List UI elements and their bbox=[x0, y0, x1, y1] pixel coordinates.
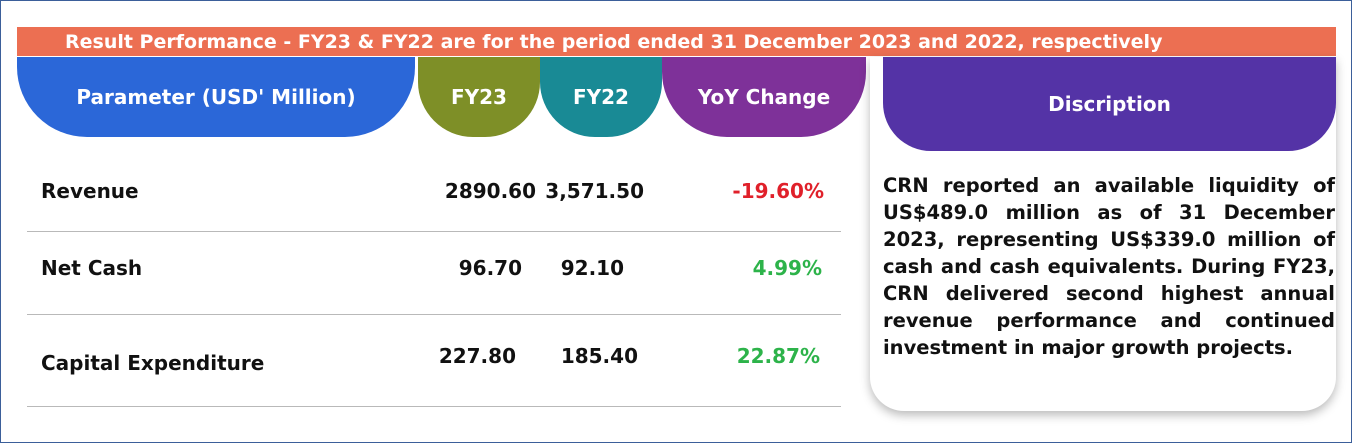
row-capex-yoy: 22.87% bbox=[736, 344, 820, 368]
row-divider bbox=[27, 406, 841, 407]
row-revenue-fy23: 2890.60 bbox=[444, 179, 536, 203]
row-revenue-yoy: -19.60% bbox=[732, 179, 824, 203]
row-net-cash-yoy: 4.99% bbox=[752, 256, 822, 280]
description-text: CRN reported an available liquidity of U… bbox=[883, 174, 1335, 359]
results-banner: Result Performance - FY23 & FY22 are for… bbox=[17, 27, 1336, 56]
row-divider bbox=[27, 314, 841, 315]
row-revenue-fy22: 3,571.50 bbox=[545, 179, 644, 203]
banner-title: Result Performance - FY23 & FY22 are for… bbox=[65, 31, 1163, 53]
header-fy22: FY22 bbox=[540, 57, 662, 137]
row-divider bbox=[27, 231, 841, 232]
header-description: Discription bbox=[883, 57, 1336, 151]
row-capex-label: Capital Expenditure bbox=[41, 351, 265, 375]
row-capex-fy23: 227.80 bbox=[438, 344, 516, 368]
row-net-cash-label: Net Cash bbox=[41, 256, 143, 280]
header-fy23: FY23 bbox=[418, 57, 540, 137]
row-net-cash-fy22: 92.10 bbox=[560, 256, 624, 280]
header-parameter: Parameter (USD' Million) bbox=[17, 57, 415, 137]
row-revenue-label: Revenue bbox=[41, 179, 139, 203]
row-net-cash-fy23: 96.70 bbox=[458, 256, 522, 280]
header-yoy-change: YoY Change bbox=[662, 57, 866, 137]
row-capex-fy22: 185.40 bbox=[560, 344, 638, 368]
